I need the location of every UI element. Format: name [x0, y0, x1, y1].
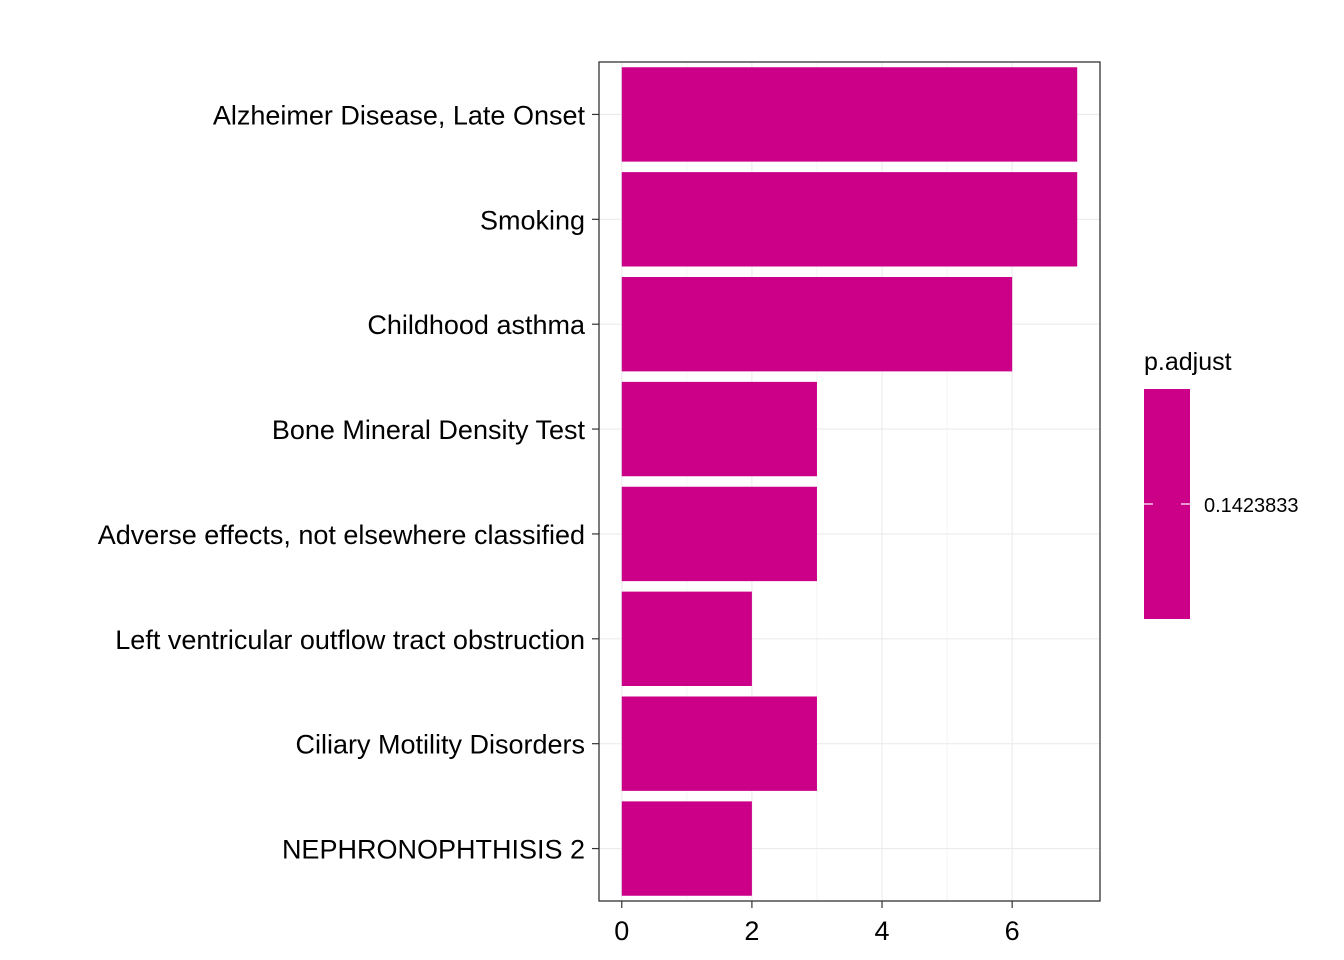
y-tick-label: Alzheimer Disease, Late Onset: [213, 100, 586, 130]
x-tick-label: 4: [875, 916, 890, 946]
y-tick-label: Smoking: [480, 205, 585, 235]
y-tick-label: NEPHRONOPHTHISIS 2: [282, 835, 585, 865]
y-axis: Alzheimer Disease, Late Onset Smoking Chil…: [98, 100, 599, 865]
x-tick-label: 0: [614, 916, 629, 946]
bars: [621, 67, 1078, 896]
bar: [621, 696, 817, 791]
bar: [621, 172, 1078, 267]
y-tick-label: Adverse effects, not elsewhere classifie…: [98, 520, 585, 550]
bar: [621, 276, 1013, 372]
y-tick-label: Ciliary Motility Disorders: [295, 730, 585, 760]
bar: [621, 591, 752, 687]
y-tick-label: Bone Mineral Density Test: [272, 415, 586, 445]
bar: [621, 381, 817, 477]
x-tick-label: 2: [744, 916, 759, 946]
bar: [621, 801, 752, 896]
x-tick-label: 6: [1005, 916, 1020, 946]
legend-value-label: 0.1423833: [1204, 495, 1299, 517]
bar: [621, 486, 817, 582]
y-tick-label: Childhood asthma: [367, 310, 586, 340]
y-tick-label: Left ventricular outflow tract obstructi…: [115, 625, 585, 655]
legend-title: p.adjust: [1144, 348, 1232, 376]
legend: p.adjust 0.1423833: [1144, 348, 1299, 619]
plot-panel-border: [598, 61, 1101, 902]
bar: [621, 67, 1078, 162]
x-axis: 0 2 4 6: [614, 901, 1020, 946]
